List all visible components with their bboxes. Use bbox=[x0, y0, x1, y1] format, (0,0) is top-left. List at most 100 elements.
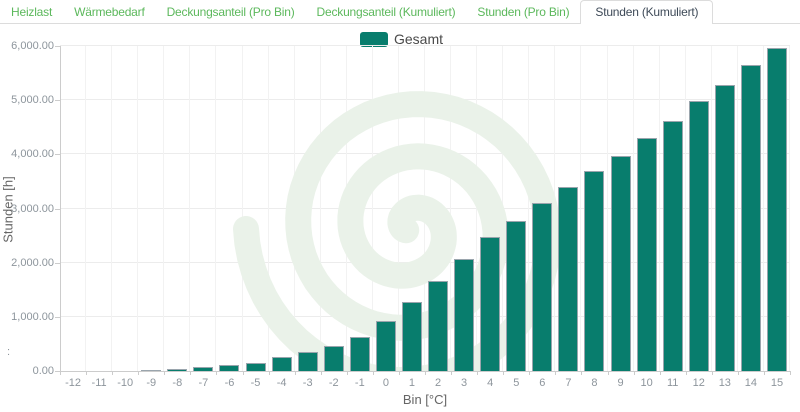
x-gridline bbox=[189, 46, 191, 371]
x-tick-mark bbox=[659, 371, 661, 375]
bar-bin-1 bbox=[401, 302, 422, 371]
x-gridline bbox=[554, 46, 556, 371]
x-tick-mark bbox=[790, 371, 791, 375]
x-tick-label: 14 bbox=[744, 377, 758, 389]
bar-bin-10 bbox=[636, 138, 657, 371]
x-tick-label: 13 bbox=[718, 377, 731, 389]
bar-bin--5 bbox=[245, 363, 266, 371]
bar-bin-11 bbox=[662, 121, 683, 371]
y-tick-mark bbox=[55, 316, 60, 318]
x-axis-title: Bin [°C] bbox=[402, 392, 448, 407]
y-tick-mark bbox=[55, 371, 60, 372]
bar-bin-7 bbox=[558, 187, 579, 371]
x-tick-mark bbox=[503, 371, 505, 375]
tab-bar: Heizlast Wärmebedarf Deckungsanteil (Pro B… bbox=[0, 0, 800, 24]
y-tick-label: 6,000.00 bbox=[11, 40, 54, 52]
x-tick-label: 3 bbox=[461, 377, 468, 389]
x-tick-label: 12 bbox=[692, 377, 705, 389]
x-tick-label: -11 bbox=[91, 377, 107, 389]
x-tick-mark bbox=[711, 371, 713, 375]
tab-deckungsanteil-kumuliert[interactable]: Deckungsanteil (Kumuliert) bbox=[316, 5, 456, 19]
x-tick-label: 15 bbox=[770, 377, 784, 389]
x-tick-mark bbox=[633, 371, 635, 375]
tab-stunden-kumuliert[interactable]: Stunden (Kumuliert) bbox=[580, 0, 714, 24]
x-gridline bbox=[267, 46, 269, 371]
x-tick-mark bbox=[112, 371, 114, 375]
bar-bin-8 bbox=[584, 171, 605, 371]
x-tick-label: -2 bbox=[328, 377, 339, 389]
y-tick-label: 4,000.00 bbox=[11, 148, 54, 161]
x-tick-mark bbox=[529, 371, 531, 375]
x-tick-mark bbox=[346, 371, 348, 375]
x-gridline bbox=[85, 46, 87, 371]
x-tick-label: -4 bbox=[276, 377, 287, 389]
x-tick-label: 0 bbox=[382, 377, 389, 389]
y-gridline bbox=[60, 45, 790, 46]
x-gridline bbox=[137, 46, 139, 371]
x-tick-mark bbox=[294, 371, 296, 375]
bar-bin-15 bbox=[766, 48, 787, 371]
bar-bin--3 bbox=[297, 352, 318, 371]
x-tick-mark bbox=[555, 371, 557, 375]
legend-item-gesamt[interactable]: Gesamt bbox=[360, 31, 443, 47]
x-tick-mark bbox=[268, 371, 270, 375]
bar-bin--1 bbox=[349, 337, 370, 371]
y-tick-label: 5,000.00 bbox=[11, 94, 54, 107]
tab-heizlast[interactable]: Heizlast bbox=[11, 5, 53, 19]
x-tick-mark bbox=[320, 371, 322, 375]
y-tick-mark bbox=[55, 100, 60, 102]
x-gridline bbox=[658, 46, 660, 371]
plot-area bbox=[60, 45, 790, 371]
y-tick-label: 3,000.00 bbox=[11, 202, 54, 215]
x-tick-label: 11 bbox=[666, 377, 679, 389]
x-tick-label: -8 bbox=[172, 377, 183, 389]
x-tick-label: -3 bbox=[302, 377, 313, 389]
x-tick-mark bbox=[685, 371, 687, 375]
tab-stunden-pro-bin[interactable]: Stunden (Pro Bin) bbox=[477, 5, 570, 19]
x-gridline bbox=[580, 46, 582, 371]
bar-bin--8 bbox=[167, 369, 188, 371]
x-gridline bbox=[397, 46, 399, 371]
x-gridline bbox=[163, 46, 165, 371]
x-gridline bbox=[710, 46, 712, 371]
bar-bin-14 bbox=[740, 65, 761, 371]
x-tick-label: 6 bbox=[539, 377, 546, 389]
x-gridline bbox=[111, 46, 113, 371]
x-tick-label: -12 bbox=[65, 377, 81, 389]
x-tick-label: 4 bbox=[487, 377, 494, 389]
x-gridline bbox=[736, 46, 738, 371]
bar-bin-4 bbox=[480, 237, 501, 371]
x-tick-mark bbox=[607, 371, 609, 375]
x-tick-label: 10 bbox=[640, 377, 653, 389]
bar-bin-12 bbox=[688, 101, 709, 371]
y-tick-label: 1,000.00 bbox=[11, 310, 54, 323]
x-tick-label: 2 bbox=[434, 377, 442, 389]
x-tick-mark bbox=[581, 371, 583, 375]
tab-deckungsanteil-pro-bin[interactable]: Deckungsanteil (Pro Bin) bbox=[166, 5, 295, 19]
bar-bin-3 bbox=[454, 259, 475, 371]
x-tick-label: -1 bbox=[354, 377, 365, 389]
bar-bin-2 bbox=[428, 281, 449, 371]
x-gridline bbox=[632, 46, 634, 371]
y-axis-line bbox=[60, 46, 61, 371]
x-gridline bbox=[241, 46, 243, 371]
x-tick-mark bbox=[737, 371, 739, 375]
x-tick-label: -9 bbox=[146, 377, 157, 389]
x-tick-label: 5 bbox=[513, 377, 520, 389]
bar-bin--2 bbox=[323, 346, 344, 371]
x-gridline bbox=[684, 46, 686, 371]
x-tick-mark bbox=[60, 371, 61, 375]
x-gridline bbox=[476, 46, 478, 371]
x-tick-mark bbox=[164, 371, 166, 375]
y-tick-mark bbox=[55, 46, 60, 47]
x-tick-mark bbox=[372, 371, 374, 375]
bar-bin-13 bbox=[714, 85, 735, 371]
x-gridline bbox=[528, 46, 530, 371]
stray-colon-label: : bbox=[7, 346, 11, 358]
x-tick-mark bbox=[477, 371, 479, 375]
tab-wärmebedarf[interactable]: Wärmebedarf bbox=[74, 5, 145, 19]
x-tick-label: -10 bbox=[117, 377, 134, 389]
y-tick-mark bbox=[55, 262, 60, 264]
